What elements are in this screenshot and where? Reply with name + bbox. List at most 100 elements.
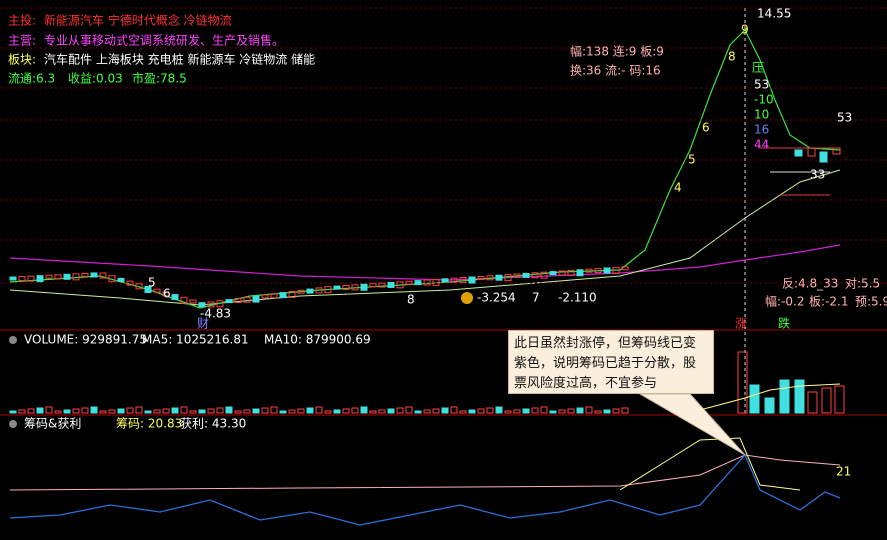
volume-bar xyxy=(531,407,539,414)
label: -2.110 xyxy=(558,291,597,305)
candle xyxy=(567,269,575,276)
stat: 市盈:78.5 xyxy=(132,71,187,86)
candle xyxy=(441,278,449,283)
label: 5 xyxy=(148,276,156,290)
label: 主营: xyxy=(8,34,36,48)
volume-bar xyxy=(18,409,26,414)
volume-bar xyxy=(794,379,805,414)
text: 新能源汽车 宁德时代概念 冷链物流 xyxy=(44,13,232,28)
candle xyxy=(306,288,314,294)
price-label: 44 xyxy=(754,138,769,152)
candle xyxy=(585,268,593,273)
volume-bar xyxy=(378,409,386,414)
candle xyxy=(297,289,305,294)
icon xyxy=(461,292,473,304)
candle xyxy=(171,294,179,301)
candle xyxy=(531,272,539,279)
candle xyxy=(794,149,803,157)
volume-bar xyxy=(779,379,790,414)
volume-bar xyxy=(99,410,107,414)
candle xyxy=(279,292,287,299)
text: 汽车配件 上海板块 充电桩 新能源车 冷链物流 储能 xyxy=(44,52,315,67)
candle xyxy=(234,297,242,303)
candle xyxy=(135,283,143,290)
ma-line xyxy=(9,244,841,281)
count: 4 xyxy=(674,181,682,195)
volume-bar xyxy=(108,409,116,414)
volume-bar xyxy=(603,409,611,414)
candle xyxy=(423,279,431,286)
candle xyxy=(252,295,260,303)
indicator: 21 xyxy=(836,465,851,479)
candle xyxy=(459,277,467,284)
label: 板:-2.1 xyxy=(809,295,848,309)
price-label: 33 xyxy=(810,168,825,182)
indicator: MA10: 879900.69 xyxy=(264,333,371,347)
candle xyxy=(360,283,368,291)
candle xyxy=(369,283,377,288)
volume-bar xyxy=(243,409,251,414)
indicator: 获利: 43.30 xyxy=(180,417,246,431)
candle xyxy=(495,274,503,281)
label: 主投: xyxy=(8,13,36,28)
price-label: 53 xyxy=(754,78,769,92)
volume-bar xyxy=(405,406,413,414)
candle xyxy=(405,280,413,285)
stat: 幅:138 连:9 板:9 xyxy=(570,44,664,59)
label: -4.83 xyxy=(200,307,231,321)
volume-bar xyxy=(369,410,377,414)
volume-bar xyxy=(270,406,278,414)
candle xyxy=(54,274,62,280)
panel-icon xyxy=(9,420,17,428)
volume-bar xyxy=(540,406,548,414)
volume-bar xyxy=(225,406,233,414)
label: 6 xyxy=(163,287,171,301)
candle xyxy=(504,274,512,282)
volume-bar xyxy=(360,406,368,414)
candle xyxy=(603,267,611,274)
candle xyxy=(270,293,278,299)
candle xyxy=(189,299,197,304)
volume-bar xyxy=(558,409,566,414)
candle xyxy=(90,272,98,278)
volume-bar xyxy=(432,408,440,414)
candle xyxy=(243,296,251,303)
volume-bar xyxy=(821,387,832,414)
volume-bar xyxy=(324,410,332,414)
candle xyxy=(18,276,26,282)
volume-bar xyxy=(594,410,602,414)
volume-bar xyxy=(834,385,845,414)
candle xyxy=(549,271,557,276)
label: 8 xyxy=(407,293,415,307)
volume-bar xyxy=(807,391,818,414)
volume-bar xyxy=(567,408,575,414)
volume-bar xyxy=(90,406,98,414)
candle xyxy=(378,282,386,288)
count: 8 xyxy=(728,50,736,64)
text: 专业从事移动式空调系统研发、生产及销售。 xyxy=(44,33,284,48)
candle xyxy=(324,286,332,294)
volume-bar xyxy=(54,410,62,414)
candle xyxy=(807,147,816,157)
candle xyxy=(288,290,296,298)
label: -3.254 xyxy=(477,291,516,305)
volume-bar xyxy=(504,410,512,414)
candle xyxy=(832,147,841,155)
volume-bar xyxy=(216,407,224,414)
candle xyxy=(207,301,215,308)
candle xyxy=(513,273,521,278)
volume-bar xyxy=(387,408,395,414)
volume-bar xyxy=(414,410,422,414)
candle xyxy=(225,299,233,304)
volume-bar xyxy=(513,409,521,414)
volume-bar xyxy=(135,406,143,414)
candle xyxy=(342,284,350,290)
volume-bar xyxy=(72,408,80,414)
candle xyxy=(387,281,395,288)
volume-bar xyxy=(207,408,215,414)
count: 9 xyxy=(741,23,749,37)
candle xyxy=(432,278,440,286)
label: 7 xyxy=(532,291,540,305)
